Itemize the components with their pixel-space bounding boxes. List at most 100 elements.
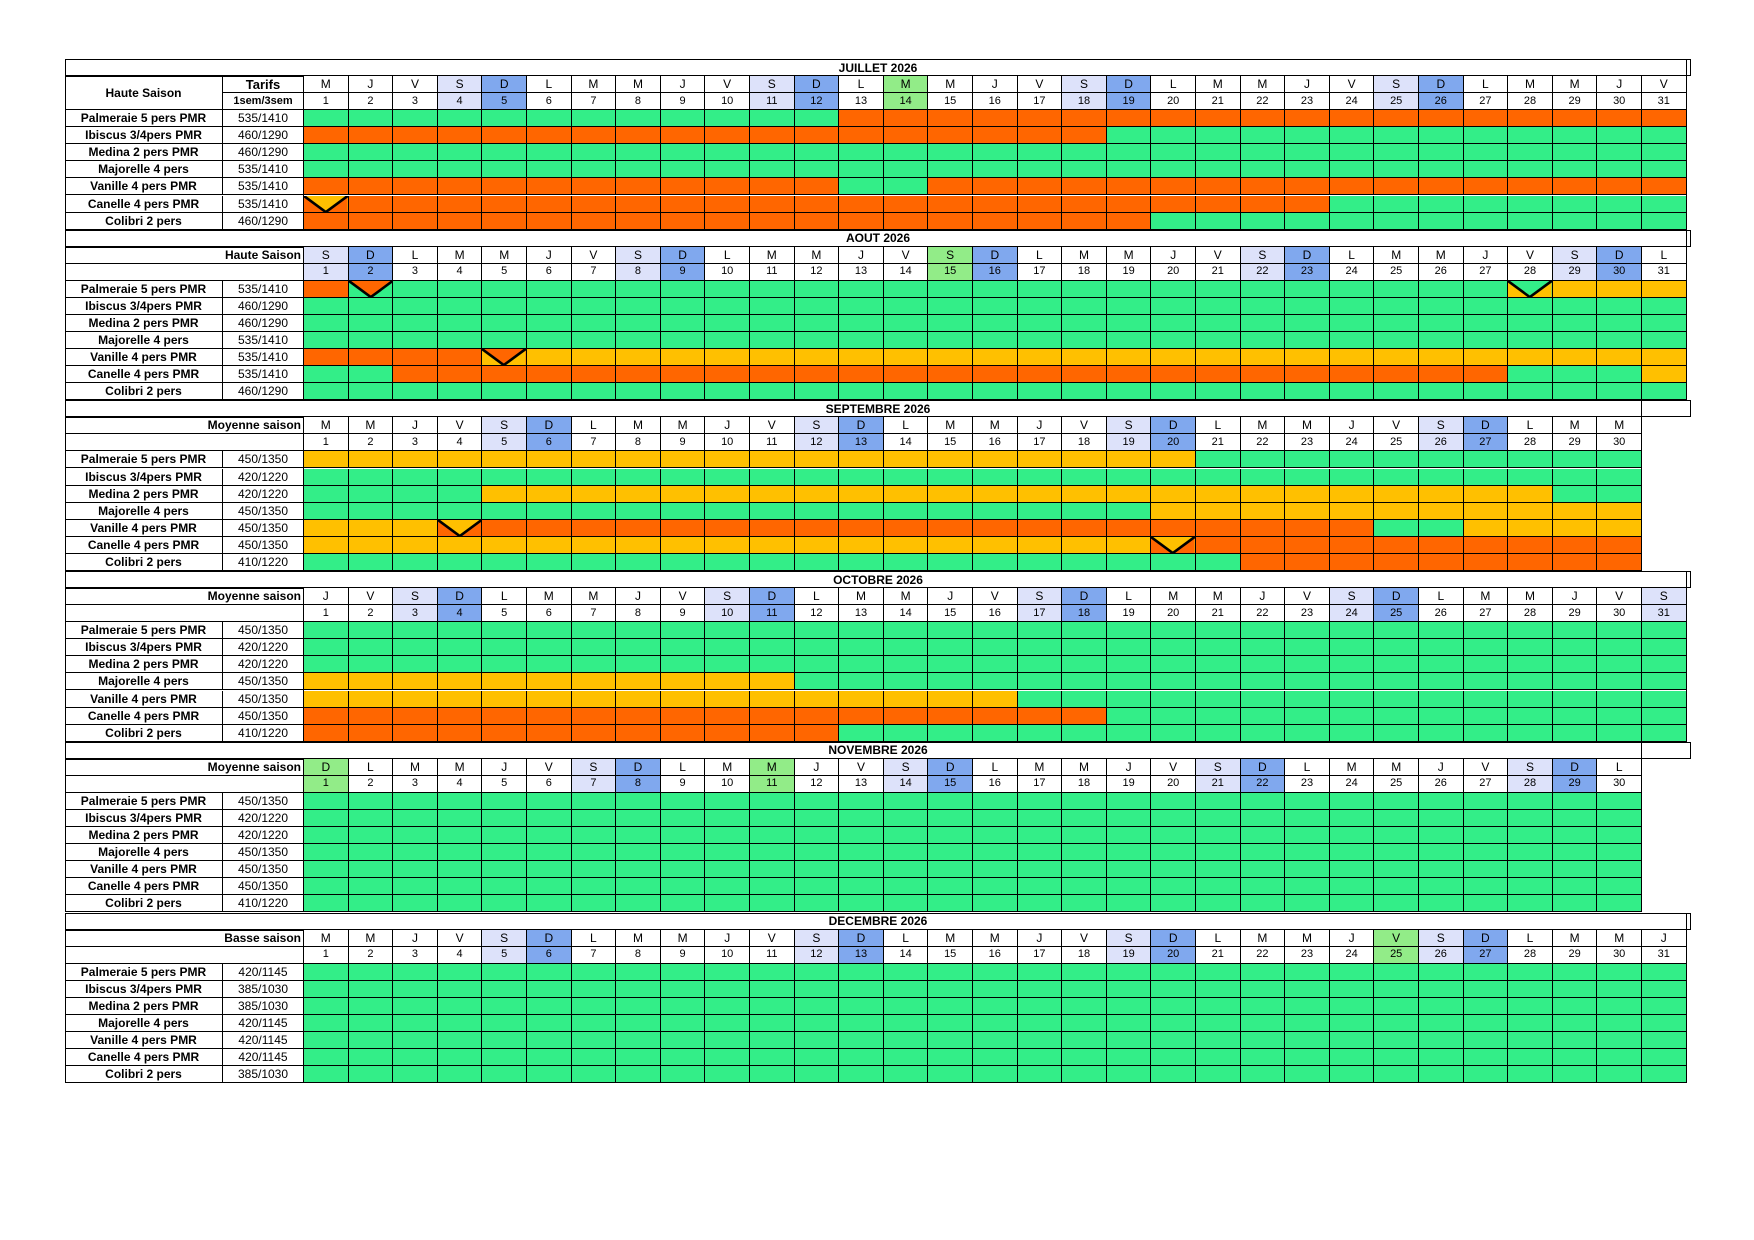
availability-cell-libre[interactable] [304, 485, 349, 503]
availability-cell-libre[interactable] [348, 878, 394, 896]
availability-cell-reserve[interactable] [1463, 178, 1509, 196]
availability-cell-libre[interactable] [750, 1049, 795, 1067]
availability-cell-libre[interactable] [1285, 127, 1330, 145]
availability-cell-libre[interactable] [1062, 980, 1107, 998]
availability-cell-libre[interactable] [883, 144, 929, 162]
availability-cell-libre[interactable] [1552, 656, 1598, 674]
availability-cell-libre[interactable] [1508, 1066, 1553, 1084]
availability-cell-libre[interactable] [1374, 127, 1419, 145]
availability-cell-option[interactable] [794, 485, 840, 503]
availability-cell-option[interactable] [437, 673, 483, 691]
availability-cell-libre[interactable] [1552, 161, 1598, 179]
availability-cell-libre[interactable] [1062, 673, 1107, 691]
availability-cell-libre[interactable] [571, 161, 617, 179]
availability-cell-libre[interactable] [348, 468, 394, 486]
availability-cell-reserve[interactable] [1642, 178, 1687, 196]
availability-cell-reserve[interactable] [1017, 110, 1063, 128]
availability-cell-libre[interactable] [1062, 792, 1107, 810]
availability-cell-libre[interactable] [1419, 724, 1464, 742]
availability-cell-option[interactable] [304, 673, 349, 691]
availability-cell-libre[interactable] [1017, 383, 1063, 401]
availability-cell-libre[interactable] [883, 468, 929, 486]
availability-cell-libre[interactable] [1597, 161, 1642, 179]
availability-cell-libre[interactable] [705, 1031, 750, 1049]
availability-cell-libre[interactable] [1106, 861, 1152, 879]
availability-cell-libre[interactable] [1597, 622, 1642, 640]
availability-cell-libre[interactable] [571, 383, 617, 401]
availability-cell-reserve[interactable] [1374, 178, 1419, 196]
availability-cell-libre[interactable] [1419, 468, 1464, 486]
availability-cell-libre[interactable] [1597, 314, 1642, 332]
availability-cell-libre[interactable] [1419, 383, 1464, 401]
availability-cell-libre[interactable] [1151, 827, 1196, 845]
availability-cell-libre[interactable] [616, 144, 661, 162]
availability-cell-libre[interactable] [1463, 792, 1509, 810]
availability-cell-libre[interactable] [348, 1049, 394, 1067]
availability-cell-libre[interactable] [1106, 332, 1152, 350]
availability-cell-option[interactable] [660, 451, 706, 469]
availability-cell-libre[interactable] [393, 963, 438, 981]
availability-cell-option[interactable] [750, 485, 795, 503]
availability-cell-libre[interactable] [839, 297, 884, 315]
availability-cell-reserve[interactable] [527, 707, 572, 725]
availability-cell-libre[interactable] [437, 844, 483, 862]
availability-cell-libre[interactable] [1597, 673, 1642, 691]
availability-cell-reserve[interactable] [750, 178, 795, 196]
availability-cell-libre[interactable] [1552, 809, 1598, 827]
availability-cell-libre[interactable] [660, 144, 706, 162]
availability-cell-libre[interactable] [839, 314, 884, 332]
availability-cell-libre[interactable] [1240, 212, 1286, 230]
availability-cell-libre[interactable] [348, 963, 394, 981]
availability-cell-option[interactable] [571, 485, 617, 503]
availability-cell-libre[interactable] [437, 656, 483, 674]
availability-cell-libre[interactable] [1552, 212, 1598, 230]
availability-cell-reserve[interactable] [973, 178, 1018, 196]
availability-cell-libre[interactable] [1552, 895, 1598, 913]
availability-cell-libre[interactable] [571, 656, 617, 674]
availability-cell-libre[interactable] [1285, 622, 1330, 640]
availability-cell-libre[interactable] [348, 110, 394, 128]
availability-cell-libre[interactable] [1642, 690, 1687, 708]
availability-cell-libre[interactable] [1017, 792, 1063, 810]
availability-cell-libre[interactable] [1196, 997, 1241, 1015]
availability-cell-libre[interactable] [304, 1031, 349, 1049]
availability-cell-libre[interactable] [1106, 468, 1152, 486]
availability-cell-libre[interactable] [1508, 980, 1553, 998]
availability-cell-libre[interactable] [1508, 195, 1553, 213]
availability-cell-libre[interactable] [348, 297, 394, 315]
availability-cell-libre[interactable] [1374, 963, 1419, 981]
availability-cell-libre[interactable] [705, 144, 750, 162]
availability-cell-option[interactable] [437, 519, 483, 537]
availability-cell-libre[interactable] [1329, 195, 1375, 213]
availability-cell-reserve[interactable] [928, 127, 973, 145]
availability-cell-libre[interactable] [1240, 861, 1286, 879]
availability-cell-reserve[interactable] [1106, 178, 1152, 196]
availability-cell-libre[interactable] [839, 895, 884, 913]
availability-cell-libre[interactable] [1106, 980, 1152, 998]
availability-cell-reserve[interactable] [883, 195, 929, 213]
availability-cell-libre[interactable] [1508, 827, 1553, 845]
availability-cell-libre[interactable] [437, 314, 483, 332]
availability-cell-reserve[interactable] [973, 127, 1018, 145]
availability-cell-libre[interactable] [1017, 895, 1063, 913]
availability-cell-reserve[interactable] [304, 280, 349, 298]
availability-cell-reserve[interactable] [482, 707, 527, 725]
availability-cell-libre[interactable] [527, 895, 572, 913]
availability-cell-option[interactable] [705, 536, 750, 554]
availability-cell-libre[interactable] [1508, 844, 1553, 862]
availability-cell-libre[interactable] [437, 792, 483, 810]
availability-cell-libre[interactable] [1106, 502, 1152, 520]
availability-cell-libre[interactable] [1329, 161, 1375, 179]
availability-cell-reserve[interactable] [1240, 366, 1286, 384]
availability-cell-libre[interactable] [660, 1066, 706, 1084]
availability-cell-libre[interactable] [883, 178, 929, 196]
availability-cell-libre[interactable] [1419, 809, 1464, 827]
availability-cell-reserve[interactable] [527, 195, 572, 213]
availability-cell-option[interactable] [928, 536, 973, 554]
availability-cell-libre[interactable] [750, 997, 795, 1015]
availability-cell-libre[interactable] [1552, 366, 1598, 384]
availability-cell-libre[interactable] [1240, 383, 1286, 401]
availability-cell-libre[interactable] [437, 963, 483, 981]
availability-cell-libre[interactable] [1329, 878, 1375, 896]
availability-cell-option[interactable] [1419, 502, 1464, 520]
